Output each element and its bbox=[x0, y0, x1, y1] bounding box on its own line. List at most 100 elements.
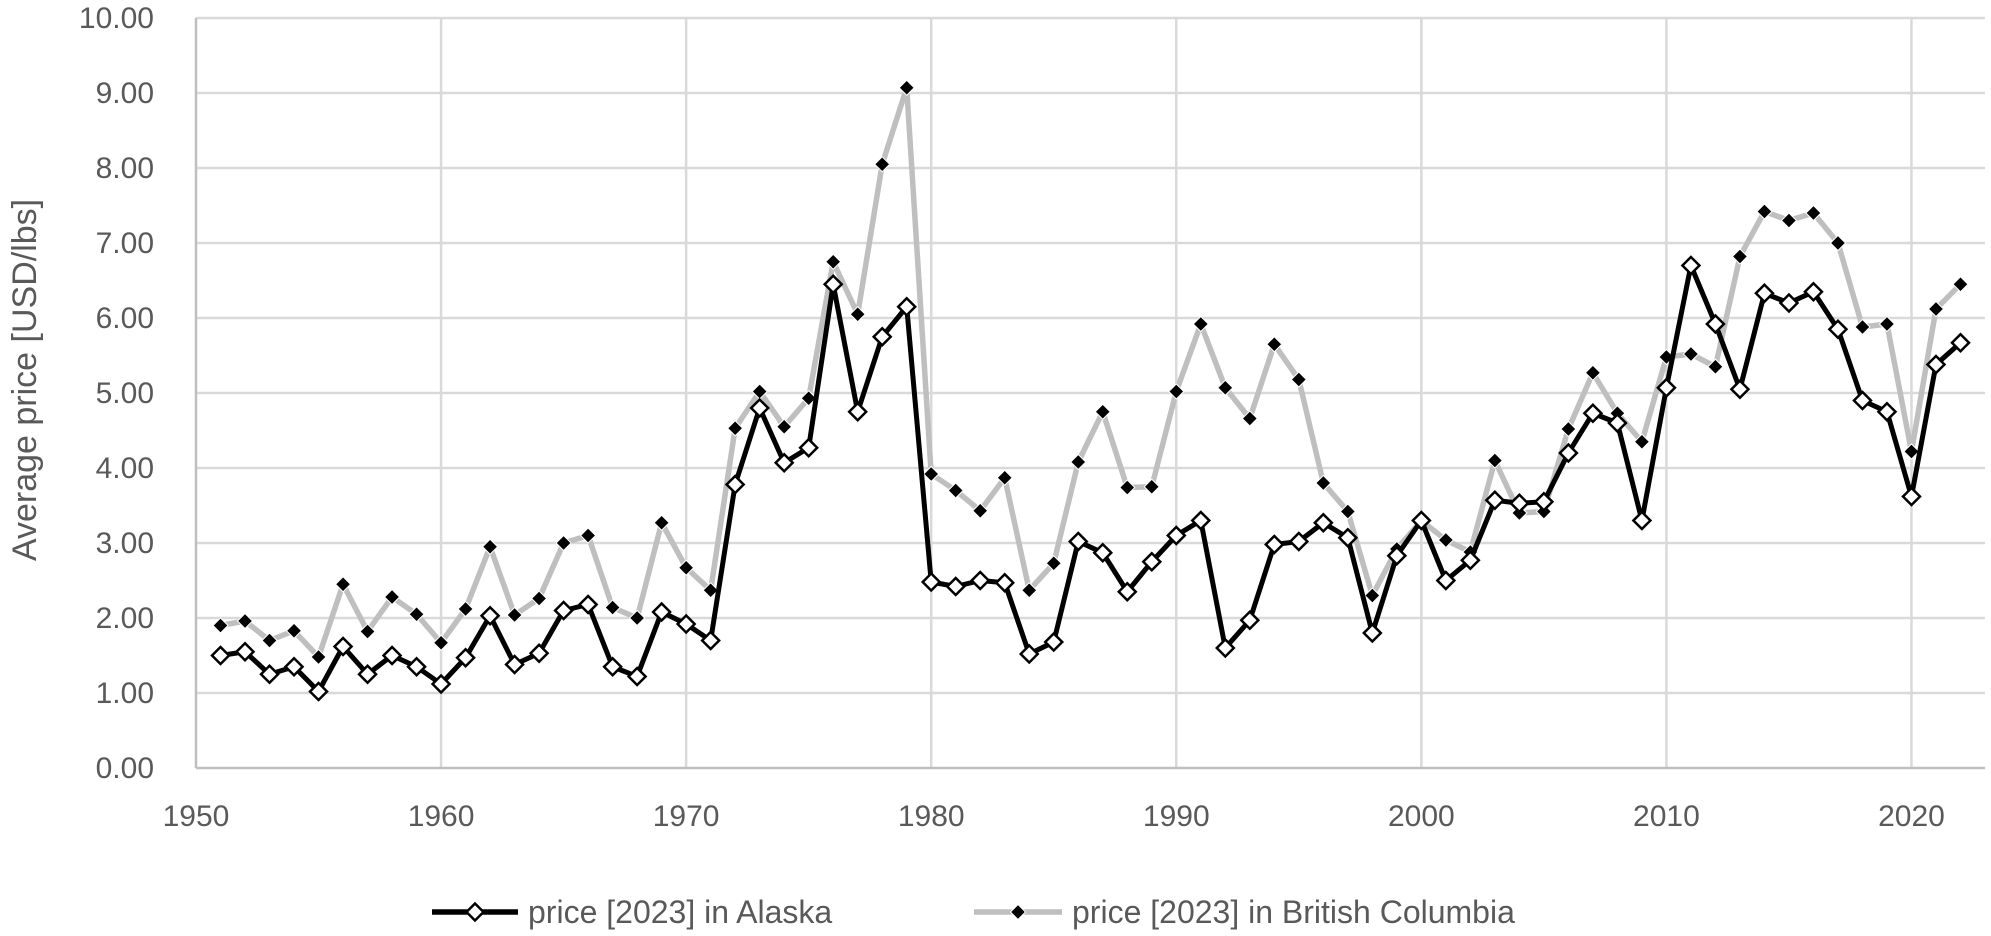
data-point bbox=[1094, 403, 1111, 420]
data-point bbox=[1168, 383, 1185, 400]
data-point bbox=[1018, 643, 1040, 665]
data-point bbox=[1756, 203, 1773, 220]
data-point bbox=[798, 437, 819, 459]
data-point bbox=[677, 559, 695, 576]
data-point bbox=[724, 474, 746, 495]
data-point bbox=[1927, 300, 1945, 318]
data-point bbox=[1780, 212, 1798, 229]
data-point bbox=[773, 452, 795, 474]
y-tick-label: 7.00 bbox=[96, 227, 154, 260]
data-point bbox=[1288, 531, 1310, 552]
x-tick-label: 1960 bbox=[408, 800, 475, 833]
data-point bbox=[898, 79, 915, 96]
data-point bbox=[1901, 486, 1922, 507]
data-point bbox=[357, 663, 378, 685]
x-tick-label: 1980 bbox=[898, 800, 965, 833]
data-point bbox=[1070, 453, 1087, 471]
data-point bbox=[653, 514, 670, 531]
data-point bbox=[1116, 581, 1138, 603]
data-point bbox=[873, 156, 891, 173]
data-point bbox=[1803, 281, 1824, 303]
data-point bbox=[1364, 587, 1381, 604]
data-point bbox=[1952, 276, 1969, 293]
data-point bbox=[555, 534, 572, 552]
data-point bbox=[1045, 555, 1062, 572]
y-axis-title: Average price [USD/lbs] bbox=[6, 199, 44, 561]
data-point bbox=[896, 296, 917, 318]
data-point bbox=[1021, 582, 1038, 599]
data-point bbox=[1192, 315, 1209, 333]
data-point bbox=[996, 469, 1013, 486]
data-point bbox=[430, 673, 452, 695]
data-point bbox=[1682, 345, 1700, 363]
data-point bbox=[1878, 315, 1896, 333]
data-point bbox=[528, 642, 550, 664]
data-point bbox=[334, 576, 352, 593]
data-point bbox=[1805, 204, 1822, 222]
data-point bbox=[359, 623, 376, 640]
data-point bbox=[1729, 378, 1751, 400]
legend-item-alaska: price [2023] in Alaska bbox=[432, 894, 832, 930]
data-point bbox=[822, 273, 844, 295]
series-group bbox=[210, 79, 1971, 702]
data-point bbox=[1119, 479, 1136, 496]
data-point bbox=[1362, 622, 1383, 644]
data-point bbox=[626, 666, 648, 687]
data-point bbox=[775, 418, 793, 435]
x-tick-label: 1970 bbox=[653, 800, 720, 833]
x-tick-label: 2010 bbox=[1633, 800, 1700, 833]
y-tick-label: 0.00 bbox=[96, 752, 154, 785]
legend-swatch-marker bbox=[1009, 903, 1027, 921]
data-point bbox=[457, 600, 474, 618]
data-point bbox=[1854, 318, 1871, 336]
data-point bbox=[675, 613, 697, 635]
data-point bbox=[1315, 474, 1332, 492]
data-point bbox=[310, 648, 327, 666]
x-tick-label: 2020 bbox=[1878, 800, 1945, 833]
data-point bbox=[383, 588, 401, 606]
data-point bbox=[308, 681, 329, 702]
data-point bbox=[1313, 512, 1334, 534]
data-point bbox=[994, 572, 1015, 594]
data-point bbox=[1241, 410, 1259, 427]
y-tick-label: 10.00 bbox=[79, 2, 154, 35]
data-point bbox=[579, 527, 597, 544]
data-point bbox=[283, 656, 305, 678]
data-point bbox=[972, 502, 989, 519]
legend-label: price [2023] in Alaska bbox=[528, 894, 832, 930]
data-point bbox=[1190, 510, 1212, 531]
data-point bbox=[849, 306, 866, 323]
data-point bbox=[1778, 292, 1800, 314]
data-point bbox=[1582, 402, 1604, 424]
data-point bbox=[1043, 631, 1065, 653]
data-point bbox=[1754, 282, 1775, 304]
data-point bbox=[726, 420, 744, 437]
data-point bbox=[602, 656, 623, 678]
data-point bbox=[481, 538, 499, 555]
data-point bbox=[432, 634, 450, 651]
data-point bbox=[1264, 534, 1285, 555]
data-point bbox=[577, 594, 599, 615]
legend: price [2023] in Alaska price [2023] in Br… bbox=[432, 894, 1515, 930]
legend-item-british-columbia: price [2023] in British Columbia bbox=[974, 894, 1515, 930]
data-point bbox=[1411, 510, 1432, 531]
data-point bbox=[1460, 549, 1481, 571]
data-point bbox=[1903, 443, 1920, 460]
data-point bbox=[332, 636, 354, 657]
data-point bbox=[261, 632, 278, 649]
y-tick-labels: 0.00 1.00 2.00 3.00 4.00 5.00 6.00 7.00 8.00 9.00… bbox=[79, 2, 154, 785]
data-point bbox=[1217, 379, 1234, 396]
data-point bbox=[1437, 531, 1455, 549]
legend-swatch-marker bbox=[464, 901, 486, 923]
data-point bbox=[1950, 332, 1971, 354]
data-point bbox=[1827, 318, 1849, 340]
data-point bbox=[1239, 609, 1261, 631]
data-point bbox=[381, 645, 403, 666]
data-point bbox=[604, 599, 621, 616]
data-point bbox=[1876, 401, 1898, 423]
data-point bbox=[1731, 248, 1749, 265]
data-point bbox=[212, 617, 229, 634]
axes bbox=[194, 18, 1985, 770]
data-point bbox=[1852, 390, 1873, 411]
